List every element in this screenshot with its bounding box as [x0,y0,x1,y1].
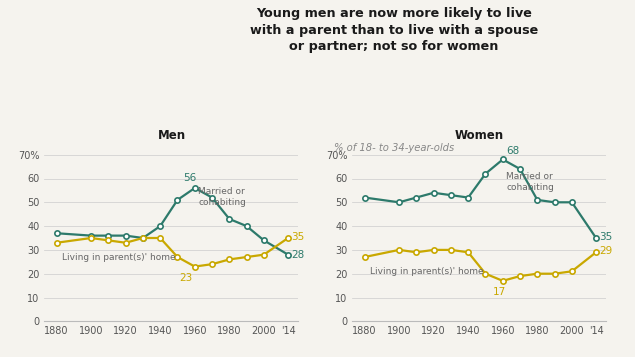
Text: 29: 29 [599,246,613,256]
Text: 68: 68 [506,146,519,156]
Text: % of 18- to 34-year-olds: % of 18- to 34-year-olds [333,143,454,153]
Text: 17: 17 [493,287,506,297]
Title: Women: Women [455,129,504,142]
Text: Married or
cohabiting: Married or cohabiting [506,172,554,192]
Text: Living in parent(s)' home: Living in parent(s)' home [62,253,175,262]
Text: 56: 56 [183,173,196,183]
Text: Living in parent(s)' home: Living in parent(s)' home [370,267,483,276]
Text: 23: 23 [180,272,193,282]
Title: Men: Men [157,129,185,142]
Text: Married or
cohabiting: Married or cohabiting [198,187,246,207]
Text: 28: 28 [291,250,305,260]
Text: 35: 35 [291,232,305,242]
Text: 35: 35 [599,232,613,242]
Text: Young men are now more likely to live
with a parent than to live with a spouse
o: Young men are now more likely to live wi… [250,7,538,53]
